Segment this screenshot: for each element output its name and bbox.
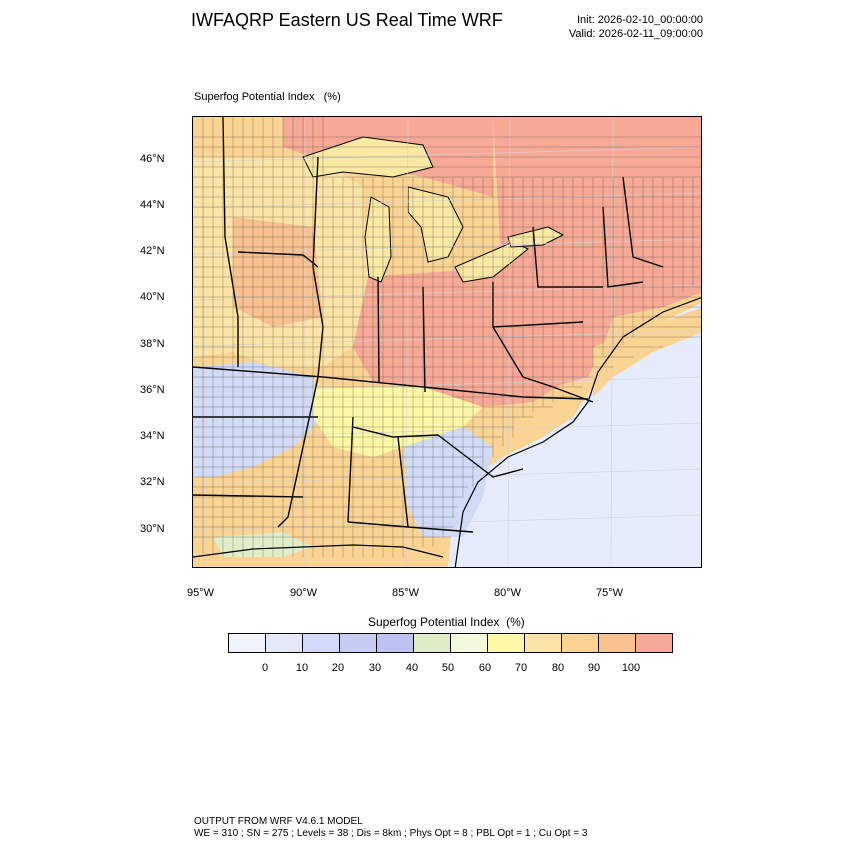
colorbar-tick: 100	[621, 662, 641, 674]
gulf-coastline	[193, 544, 444, 558]
colorbar-box	[599, 634, 636, 652]
colorbar-tick: 60	[478, 662, 492, 674]
init-time: Init: 2026-02-10_00:00:00	[577, 14, 703, 26]
lat-label-30: 30°N	[140, 523, 165, 535]
time-info: Init: 2026-02-10_00:00:00 Valid: 2026-02…	[569, 13, 703, 41]
lake-erie	[454, 241, 529, 283]
valid-time: Valid: 2026-02-11_09:00:00	[568, 28, 703, 40]
field-label: Superfog Potential Index (%)	[194, 91, 341, 103]
lat-label-36: 36°N	[140, 384, 165, 396]
lat-label-40: 40°N	[140, 291, 165, 303]
lon-label-90: 90°W	[290, 587, 318, 599]
colorbar-box	[525, 634, 562, 652]
colorbar-tick: 70	[514, 662, 528, 674]
lat-label-32: 32°N	[140, 476, 165, 488]
colorbar-box	[636, 634, 672, 652]
colorbar-tick: 40	[405, 662, 419, 674]
lake-huron	[407, 186, 464, 263]
colorbar-tick: 80	[551, 662, 565, 674]
lat-label-42: 42°N	[140, 245, 165, 257]
county-mesh	[193, 117, 701, 557]
colorbar-title: Superfog Potential Index (%)	[368, 615, 525, 629]
colorbar-tick: 10	[295, 662, 309, 674]
map-panel	[192, 116, 702, 568]
colorbar-box	[377, 634, 414, 652]
lat-label-46: 46°N	[140, 153, 165, 165]
colorbar-tick: 50	[441, 662, 455, 674]
lat-label-44: 44°N	[140, 199, 165, 211]
region-atlantic-shelf	[593, 307, 701, 397]
colorbar-box	[451, 634, 488, 652]
colorbar-box	[414, 634, 451, 652]
footer-line-2: WE = 310 ; SN = 275 ; Levels = 38 ; Dis …	[194, 828, 588, 839]
colorbar-box	[488, 634, 525, 652]
colorbar-box	[562, 634, 599, 652]
region-south-yellow	[313, 387, 483, 457]
colorbar-tick: 20	[331, 662, 345, 674]
lon-label-80: 80°W	[494, 587, 522, 599]
graticule	[193, 117, 701, 567]
colorbar	[228, 633, 673, 653]
region-southeast-blue	[403, 427, 493, 537]
lat-label-38: 38°N	[140, 338, 165, 350]
colorbar-tick: 90	[587, 662, 601, 674]
colorbar-box	[303, 634, 340, 652]
colorbar-box	[229, 634, 266, 652]
colorbar-box	[340, 634, 377, 652]
colorbar-tick: 0	[261, 662, 269, 674]
map-canvas	[193, 117, 701, 567]
lon-label-85: 85°W	[392, 587, 420, 599]
plot-title: IWFAQRP Eastern US Real Time WRF	[191, 10, 503, 30]
colorbar-tick: 30	[368, 662, 382, 674]
lon-label-75: 75°W	[596, 587, 624, 599]
coastline	[454, 297, 701, 567]
model-footer: OUTPUT FROM WRF V4.6.1 MODEL WE = 310 ; …	[194, 816, 587, 840]
lon-label-95: 95°W	[187, 587, 215, 599]
lat-label-34: 34°N	[140, 430, 165, 442]
region-iowa	[233, 217, 323, 327]
colorbar-box	[266, 634, 303, 652]
footer-line-1: OUTPUT FROM WRF V4.6.1 MODEL	[194, 816, 363, 827]
